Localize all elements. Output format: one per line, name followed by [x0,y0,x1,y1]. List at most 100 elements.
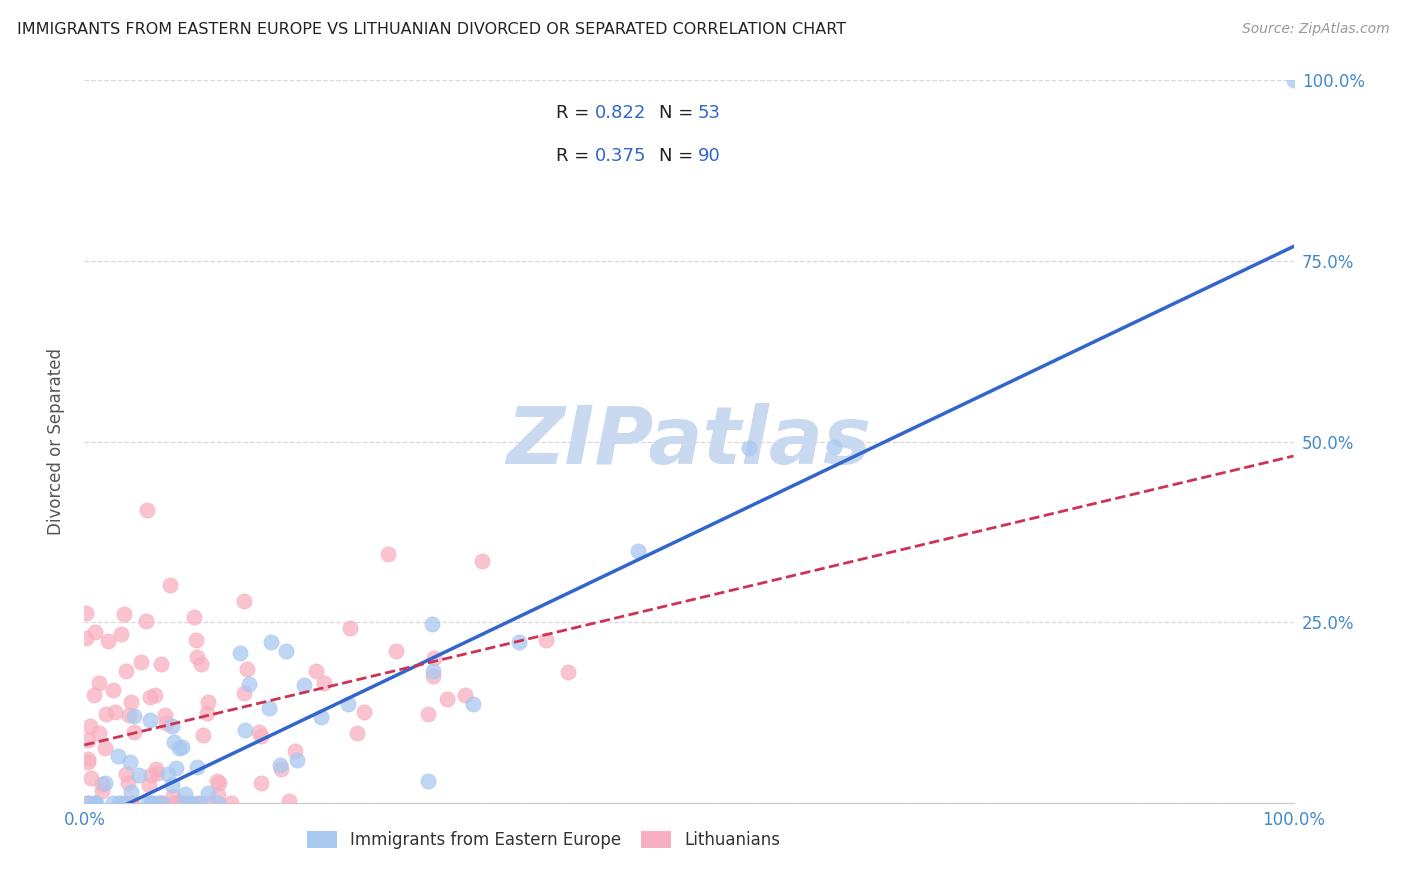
Text: 0.375: 0.375 [595,147,647,165]
Point [534,633,557,648]
Point [207,796,229,810]
Point [422,664,444,678]
Point [160,719,183,733]
Point [165,761,187,775]
Point [153,708,176,723]
Point [122,725,145,739]
Point [79,718,101,732]
Point [186,796,208,810]
Point [219,796,242,810]
Text: IMMIGRANTS FROM EASTERN EUROPE VS LITHUANIAN DIVORCED OR SEPARATED CORRELATION C: IMMIGRANTS FROM EASTERN EUROPE VS LITHUA… [17,22,846,37]
Point [174,796,197,810]
Point [738,441,761,455]
Point [83,796,105,810]
Point [627,544,650,558]
Point [274,643,297,657]
Point [208,776,231,790]
Point [138,778,160,792]
Point [80,772,103,786]
Point [110,627,132,641]
Point [339,621,361,635]
Y-axis label: Divorced or Separated: Divorced or Separated [46,348,65,535]
Point [141,796,163,810]
Text: R =: R = [555,147,595,165]
Point [145,762,167,776]
Point [508,635,530,649]
Point [197,696,219,710]
Point [423,651,446,665]
Point [207,788,229,802]
Point [471,554,494,568]
Point [247,725,270,739]
Point [150,657,173,671]
Point [128,768,150,782]
Point [162,734,184,748]
Point [1282,73,1305,87]
Point [77,796,100,810]
Point [122,709,145,723]
Point [118,707,141,722]
Point [174,787,197,801]
Point [197,786,219,800]
Point [111,796,134,810]
Point [121,796,143,810]
Point [257,700,280,714]
Text: N =: N = [659,103,699,122]
Point [152,796,174,810]
Point [172,739,194,754]
Point [108,796,131,810]
Text: 0.822: 0.822 [595,103,645,122]
Point [91,777,114,791]
Point [84,796,107,810]
Point [232,594,254,608]
Point [236,662,259,676]
Point [278,793,301,807]
Point [84,796,107,810]
Point [284,744,307,758]
Point [238,676,260,690]
Point [188,796,211,810]
Point [195,796,218,810]
Point [186,633,208,648]
Point [454,689,477,703]
Point [377,547,399,561]
Point [93,740,115,755]
Point [139,714,162,728]
Text: 90: 90 [697,147,720,165]
Point [269,757,291,772]
Text: ZIPatlas: ZIPatlas [506,402,872,481]
Legend: Immigrants from Eastern Europe, Lithuanians: Immigrants from Eastern Europe, Lithuani… [301,824,787,856]
Point [385,643,408,657]
Point [75,606,97,620]
Point [157,766,180,780]
Text: N =: N = [659,147,699,165]
Point [150,796,173,810]
Point [183,610,205,624]
Point [101,683,124,698]
Point [75,632,97,646]
Point [309,709,332,723]
Point [416,707,439,722]
Point [166,796,188,810]
Point [94,776,117,790]
Point [149,796,172,810]
Point [557,665,579,679]
Point [337,697,360,711]
Point [90,783,112,797]
Point [314,676,336,690]
Point [83,688,105,702]
Point [186,650,208,665]
Point [143,688,166,702]
Point [114,796,136,810]
Point [139,768,162,782]
Point [167,740,190,755]
Point [285,753,308,767]
Point [176,796,198,810]
Point [346,726,368,740]
Point [129,655,152,669]
Point [103,706,125,720]
Point [229,646,252,660]
Point [103,796,125,810]
Point [120,796,142,810]
Point [823,440,845,454]
